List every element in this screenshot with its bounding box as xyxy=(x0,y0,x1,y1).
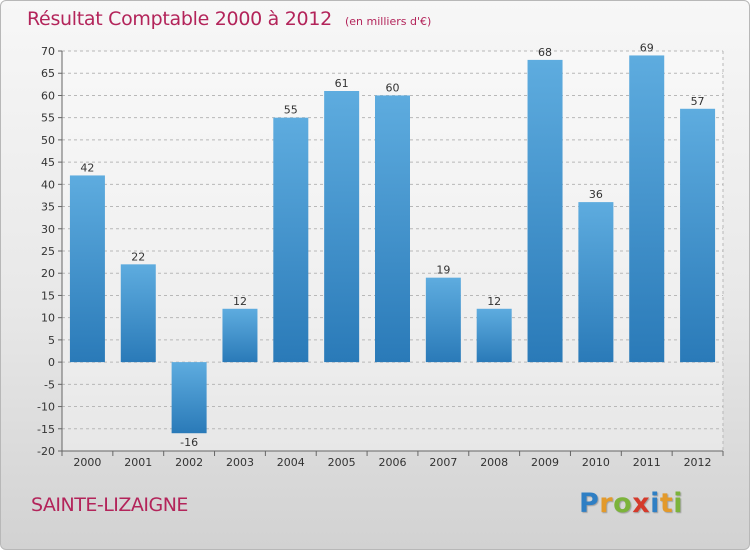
logo-letter: P xyxy=(579,488,600,519)
y-tick-label: 55 xyxy=(41,112,55,125)
bar-2012 xyxy=(680,108,716,363)
data-label: 60 xyxy=(386,81,400,94)
x-tick-label: 2006 xyxy=(379,456,407,469)
bar-2008 xyxy=(476,308,512,363)
y-tick-label: 60 xyxy=(41,89,55,102)
bar-2005 xyxy=(324,91,360,363)
data-label: 42 xyxy=(80,161,94,174)
bar-2002 xyxy=(171,362,207,434)
x-tick-label: 2005 xyxy=(328,456,356,469)
y-tick-label: 20 xyxy=(41,267,55,280)
y-tick-label: -20 xyxy=(37,445,55,458)
logo-letter: t xyxy=(659,488,674,519)
x-tick-label: 2011 xyxy=(633,456,661,469)
x-tick-label: 2012 xyxy=(684,456,712,469)
bar-2003 xyxy=(222,308,258,363)
bar-2009 xyxy=(527,59,563,363)
data-label: -16 xyxy=(180,436,198,449)
logo-letter: o xyxy=(613,488,633,519)
bar-2006 xyxy=(375,95,410,363)
y-tick-label: 15 xyxy=(41,289,55,302)
x-tick-label: 2002 xyxy=(175,456,203,469)
data-label: 57 xyxy=(691,95,705,108)
x-tick-label: 2009 xyxy=(531,456,559,469)
x-tick-label: 2004 xyxy=(277,456,305,469)
bar-2010 xyxy=(578,202,614,363)
y-tick-label: 0 xyxy=(48,356,55,369)
x-tick-label: 2001 xyxy=(124,456,152,469)
chart-subtitle: (en milliers d'€) xyxy=(344,15,432,28)
data-label: 68 xyxy=(538,46,552,59)
y-tick-label: 35 xyxy=(41,201,55,214)
data-label: 22 xyxy=(131,250,145,263)
y-tick-label: -15 xyxy=(37,423,55,436)
bar-2004 xyxy=(273,117,309,363)
proxiti-logo[interactable]: Proxiti xyxy=(579,488,683,519)
data-label: 61 xyxy=(335,77,349,90)
data-label: 12 xyxy=(487,295,501,308)
bar-2007 xyxy=(425,277,461,363)
data-label: 55 xyxy=(284,104,298,117)
y-tick-label: 30 xyxy=(41,223,55,236)
y-tick-label: 70 xyxy=(41,45,55,58)
y-tick-label: 25 xyxy=(41,245,55,258)
y-tick-label: 50 xyxy=(41,134,55,147)
logo-letter: x xyxy=(632,488,651,519)
data-label: 69 xyxy=(640,41,654,54)
y-tick-label: 65 xyxy=(41,67,55,80)
place-name: SAINTE-LIZAIGNE xyxy=(31,494,188,516)
logo-letter: i xyxy=(673,488,684,519)
x-tick-label: 2007 xyxy=(429,456,457,469)
x-tick-label: 2010 xyxy=(582,456,610,469)
logo-letter: r xyxy=(599,488,614,519)
data-label: 36 xyxy=(589,188,603,201)
bar-2011 xyxy=(629,55,665,363)
y-tick-label: -10 xyxy=(37,401,55,414)
y-tick-label: 45 xyxy=(41,156,55,169)
y-tick-label: 10 xyxy=(41,312,55,325)
y-tick-label: 40 xyxy=(41,178,55,191)
chart-title: Résultat Comptable 2000 à 2012 xyxy=(27,8,332,30)
y-tick-label: -5 xyxy=(44,378,55,391)
data-label: 19 xyxy=(436,264,450,277)
chart-header: Résultat Comptable 2000 à 2012 (en milli… xyxy=(27,8,431,30)
bar-2001 xyxy=(120,264,156,363)
data-label: 12 xyxy=(233,295,247,308)
x-tick-label: 2000 xyxy=(73,456,101,469)
y-tick-label: 5 xyxy=(48,334,55,347)
logo-letter: i xyxy=(650,488,660,519)
bar-2000 xyxy=(69,175,105,363)
x-tick-label: 2008 xyxy=(480,456,508,469)
x-tick-label: 2003 xyxy=(226,456,254,469)
